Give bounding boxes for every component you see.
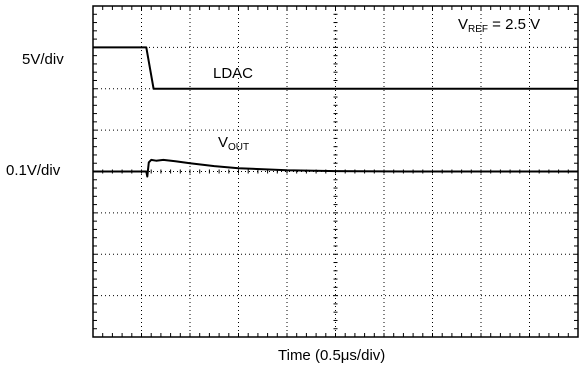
vout-subscript: OUT (228, 142, 250, 153)
vout-symbol: V (218, 134, 229, 151)
ldac-scale-label: 5V/div (22, 51, 64, 68)
vref-value: = 2.5 V (488, 16, 541, 33)
x-axis-label: Time (0.5μs/div) (278, 347, 386, 364)
vout-trace-label: VOUT (218, 135, 249, 153)
vref-annotation: VREF = 2.5 V (458, 17, 540, 35)
trace-layer (93, 46, 578, 178)
vref-subscript: REF (468, 24, 489, 35)
ldac-trace-label: LDAC (213, 65, 254, 82)
ldac-trace (93, 46, 578, 90)
vout-scale-label: 0.1V/div (6, 162, 61, 179)
vref-symbol: V (458, 16, 469, 33)
vout-trace (93, 158, 578, 178)
